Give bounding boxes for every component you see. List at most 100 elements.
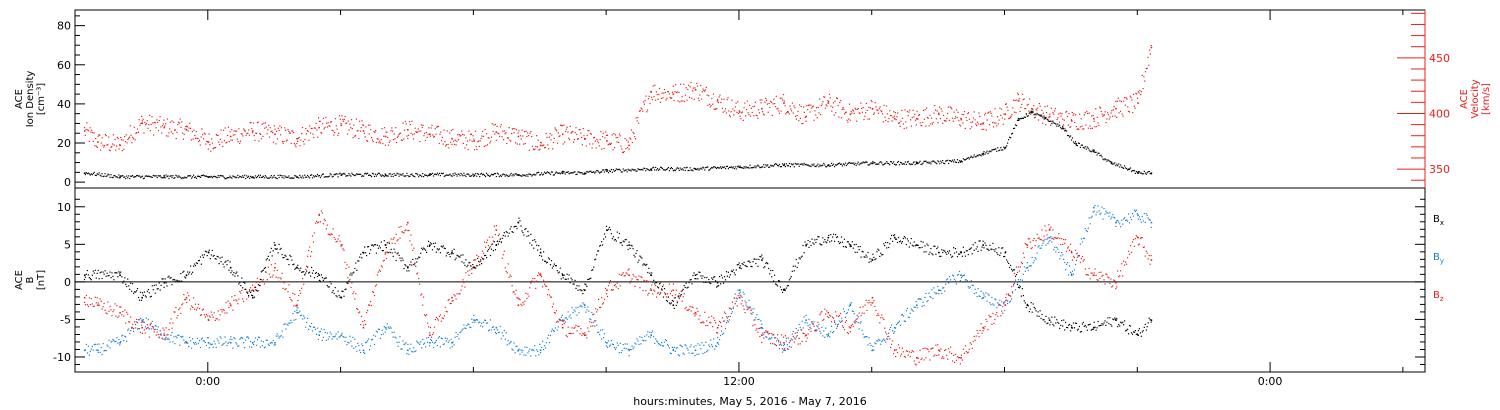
bz-series-point [876,315,878,317]
velocity-series-point [99,149,102,151]
velocity-series-point [814,110,816,112]
by-series-point [910,308,912,310]
velocity-series-point [445,145,447,147]
bz-series-point [122,311,124,313]
bx-series-point [164,278,166,280]
by-series-point [966,279,968,282]
velocity-series-point [674,91,676,93]
density-series-point [190,175,192,177]
by-series-point [118,338,120,341]
by-series-point [303,315,305,317]
velocity-series-point [369,124,371,126]
velocity-series-point [905,121,907,123]
bz-series-point [339,240,341,242]
bz-series-point [804,335,806,337]
density-series-point [830,165,832,167]
velocity-series-point [912,109,914,111]
by-series-point [620,351,622,353]
velocity-series-point [158,120,160,122]
bz-series-point [647,294,649,296]
velocity-series-point [812,105,814,107]
density-panel-frame [74,9,1426,189]
velocity-series-point [92,140,94,142]
density-series-point [966,157,968,159]
bx-series-point [103,273,105,275]
by-series-point [893,332,895,334]
by-series-point [127,329,129,331]
density-series-point [522,174,524,176]
density-series-point [611,171,613,173]
bz-series-point [108,310,110,312]
bx-series-point [165,282,167,284]
density-series-point [693,167,695,169]
bz-series-point [958,357,961,359]
velocity-series-point [1150,44,1152,47]
velocity-series-point [235,130,237,132]
density-series-point [354,175,356,177]
velocity-series-point [680,83,682,85]
velocity-series-point [415,130,417,133]
density-series-point [880,161,882,163]
by-series-point [1094,205,1096,207]
by-series-point [817,326,819,328]
bz-series-point [229,304,232,306]
velocity-series-point [913,116,915,118]
velocity-series-point [816,117,818,119]
velocity-series-point [802,122,804,125]
density-series-point [473,175,475,178]
density-series-point [115,176,117,178]
by-series-point [670,353,672,355]
velocity-series-point [594,140,596,142]
velocity-series-point [146,120,148,122]
bx-series-point [91,274,93,276]
density-series-point [760,166,762,169]
density-series-point [1032,111,1034,113]
velocity-series-point [482,135,485,137]
velocity-series-point [1076,128,1078,130]
velocity-series-point [1101,113,1103,115]
density-series-point [306,176,308,178]
velocity-series-point [490,136,493,138]
velocity-series-point [705,86,707,88]
velocity-series-point [621,148,623,150]
by-series-point [273,344,275,346]
density-series-point [585,172,587,174]
velocity-series-point [149,130,151,132]
velocity-series-point [723,98,725,100]
bz-series-point [415,266,417,268]
by-series-point [429,342,431,344]
by-series-point [86,352,88,354]
bz-series-point [425,315,427,317]
velocity-series-point [286,139,288,141]
bz-series-point [334,238,336,240]
velocity-series-point [377,138,379,140]
density-series-point [1145,173,1147,175]
by-series-point [473,319,475,321]
velocity-series-point [995,122,997,124]
density-series-point [1057,123,1059,125]
velocity-series-point [918,114,921,116]
density-series-point [564,173,566,175]
bz-series-point [718,324,720,326]
velocity-series-point [278,129,280,131]
velocity-series-point [659,87,661,89]
bz-series-point [1077,254,1079,257]
bz-series-point [206,315,208,317]
density-series-point [526,174,528,176]
by-series-point [850,302,852,304]
bz-series-point [814,330,816,332]
by-series-point [339,336,341,338]
by-series-point [717,336,719,339]
bz-series-point [832,316,834,318]
density-series-point [684,169,686,172]
velocity-series-point [858,112,860,114]
density-series-point [848,161,850,163]
velocity-series-point [315,122,317,124]
bz-series-point [528,295,530,297]
velocity-series-point [252,122,254,124]
density-series-point [688,169,690,172]
bz-series-point [614,284,616,286]
bz-series-point [787,337,789,339]
bz-series-point [865,299,867,301]
velocity-series-point [476,148,478,150]
